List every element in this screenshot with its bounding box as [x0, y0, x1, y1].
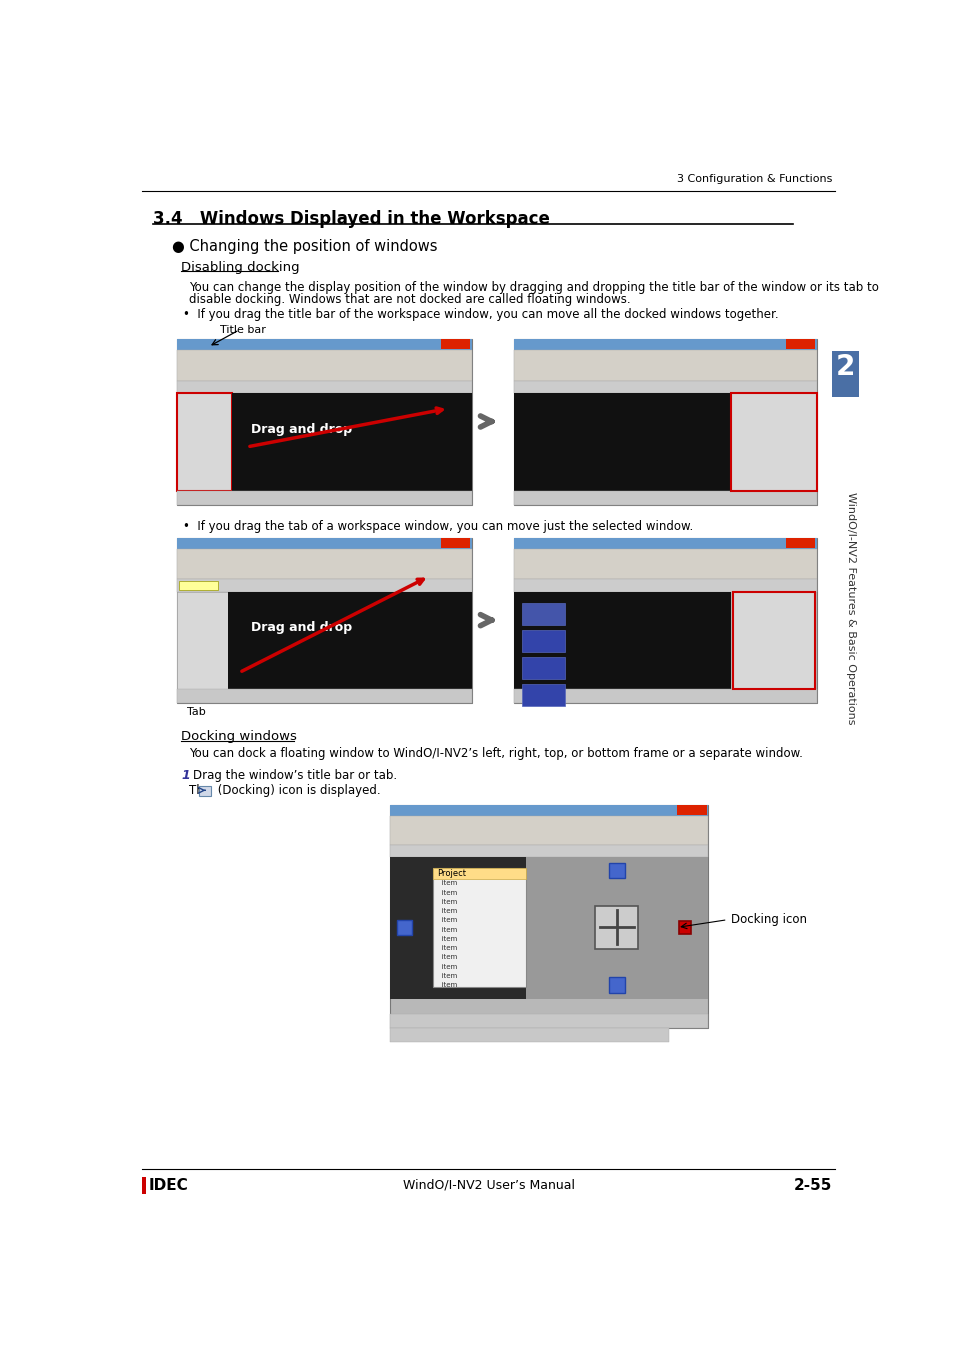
Bar — [521, 603, 564, 625]
Text: item: item — [436, 909, 456, 914]
Bar — [514, 591, 731, 690]
Bar — [232, 393, 472, 491]
Bar — [514, 339, 816, 505]
Bar — [177, 381, 472, 393]
Text: Title bar: Title bar — [220, 325, 266, 335]
Bar — [177, 339, 472, 505]
Text: item: item — [436, 890, 456, 895]
Text: 1: 1 — [181, 768, 190, 782]
Text: Docking icon: Docking icon — [731, 913, 806, 926]
Text: item: item — [436, 964, 456, 969]
Bar — [785, 537, 815, 548]
Text: item: item — [436, 945, 456, 952]
Text: item: item — [436, 880, 456, 887]
Bar — [440, 537, 470, 548]
Bar — [785, 339, 815, 350]
Bar — [679, 921, 691, 934]
Text: You can change the display position of the window by dragging and dropping the t: You can change the display position of t… — [189, 281, 878, 293]
Bar — [440, 339, 470, 350]
Bar — [390, 856, 707, 999]
Text: Project: Project — [436, 869, 465, 878]
Bar — [514, 393, 816, 491]
Text: •  If you drag the tab of a workspace window, you can move just the selected win: • If you drag the tab of a workspace win… — [183, 520, 692, 533]
Bar — [390, 805, 707, 815]
Text: 3 Configuration & Functions: 3 Configuration & Functions — [677, 174, 831, 184]
Bar — [608, 977, 624, 992]
Bar — [514, 537, 816, 548]
Text: (Docking) icon is displayed.: (Docking) icon is displayed. — [213, 784, 380, 796]
Bar — [595, 906, 638, 949]
Bar — [677, 805, 706, 815]
Bar — [514, 548, 816, 579]
Text: Tab: Tab — [187, 707, 205, 717]
Text: You can dock a floating window to WindO/I-NV2’s left, right, top, or bottom fram: You can dock a floating window to WindO/… — [189, 747, 802, 760]
Bar — [525, 856, 707, 999]
Text: ● Changing the position of windows: ● Changing the position of windows — [172, 239, 437, 254]
Bar — [177, 393, 232, 491]
Text: 2-55: 2-55 — [793, 1179, 831, 1193]
Text: Docking windows: Docking windows — [181, 730, 296, 744]
Bar — [731, 393, 816, 491]
Bar — [177, 591, 228, 690]
Bar — [732, 591, 815, 690]
Bar — [514, 537, 816, 703]
Bar — [177, 491, 472, 505]
Bar — [514, 491, 816, 505]
Text: 3.4   Windows Displayed in the Workspace: 3.4 Windows Displayed in the Workspace — [153, 209, 550, 228]
Bar — [390, 1029, 669, 1042]
Text: item: item — [436, 973, 456, 979]
Bar — [390, 805, 707, 1029]
Bar — [514, 381, 816, 393]
Bar — [390, 845, 707, 856]
Bar — [177, 579, 472, 591]
Text: WindO/I-NV2 Features & Basic Operations: WindO/I-NV2 Features & Basic Operations — [845, 493, 855, 725]
Bar — [433, 868, 525, 987]
Bar — [514, 350, 816, 381]
Bar — [521, 630, 564, 652]
Bar — [177, 350, 472, 381]
Text: •  If you drag the title bar of the workspace window, you can move all the docke: • If you drag the title bar of the works… — [183, 308, 778, 321]
Text: Disabling docking: Disabling docking — [181, 261, 299, 274]
Text: item: item — [436, 954, 456, 960]
Bar — [521, 684, 564, 706]
Bar — [142, 1177, 146, 1193]
Text: IDEC: IDEC — [149, 1179, 189, 1193]
Bar — [228, 591, 472, 690]
Bar — [521, 657, 564, 679]
Bar — [177, 548, 472, 579]
Bar — [514, 690, 816, 703]
Text: Drag the window’s title bar or tab.: Drag the window’s title bar or tab. — [193, 768, 396, 782]
Bar — [177, 537, 472, 548]
Text: item: item — [436, 981, 456, 988]
Bar — [177, 339, 472, 350]
Bar — [396, 919, 412, 936]
Bar — [177, 537, 472, 703]
Bar — [179, 580, 217, 590]
Bar — [514, 339, 816, 350]
Text: item: item — [436, 899, 456, 904]
Bar — [177, 690, 472, 703]
Text: item: item — [436, 936, 456, 942]
Bar — [433, 868, 525, 879]
Bar — [390, 1014, 707, 1029]
Text: item: item — [436, 926, 456, 933]
Text: Drag and drop: Drag and drop — [251, 423, 352, 436]
Bar — [608, 863, 624, 878]
Text: WindO/I-NV2 User’s Manual: WindO/I-NV2 User’s Manual — [402, 1179, 575, 1192]
Bar — [514, 579, 816, 591]
Text: Drag and drop: Drag and drop — [251, 621, 352, 634]
Bar — [390, 815, 707, 845]
Text: The: The — [189, 784, 214, 796]
Text: disable docking. Windows that are not docked are called floating windows.: disable docking. Windows that are not do… — [189, 293, 630, 306]
Text: 2: 2 — [835, 352, 854, 381]
Bar — [199, 786, 212, 795]
Text: item: item — [436, 918, 456, 923]
Bar — [831, 351, 858, 397]
